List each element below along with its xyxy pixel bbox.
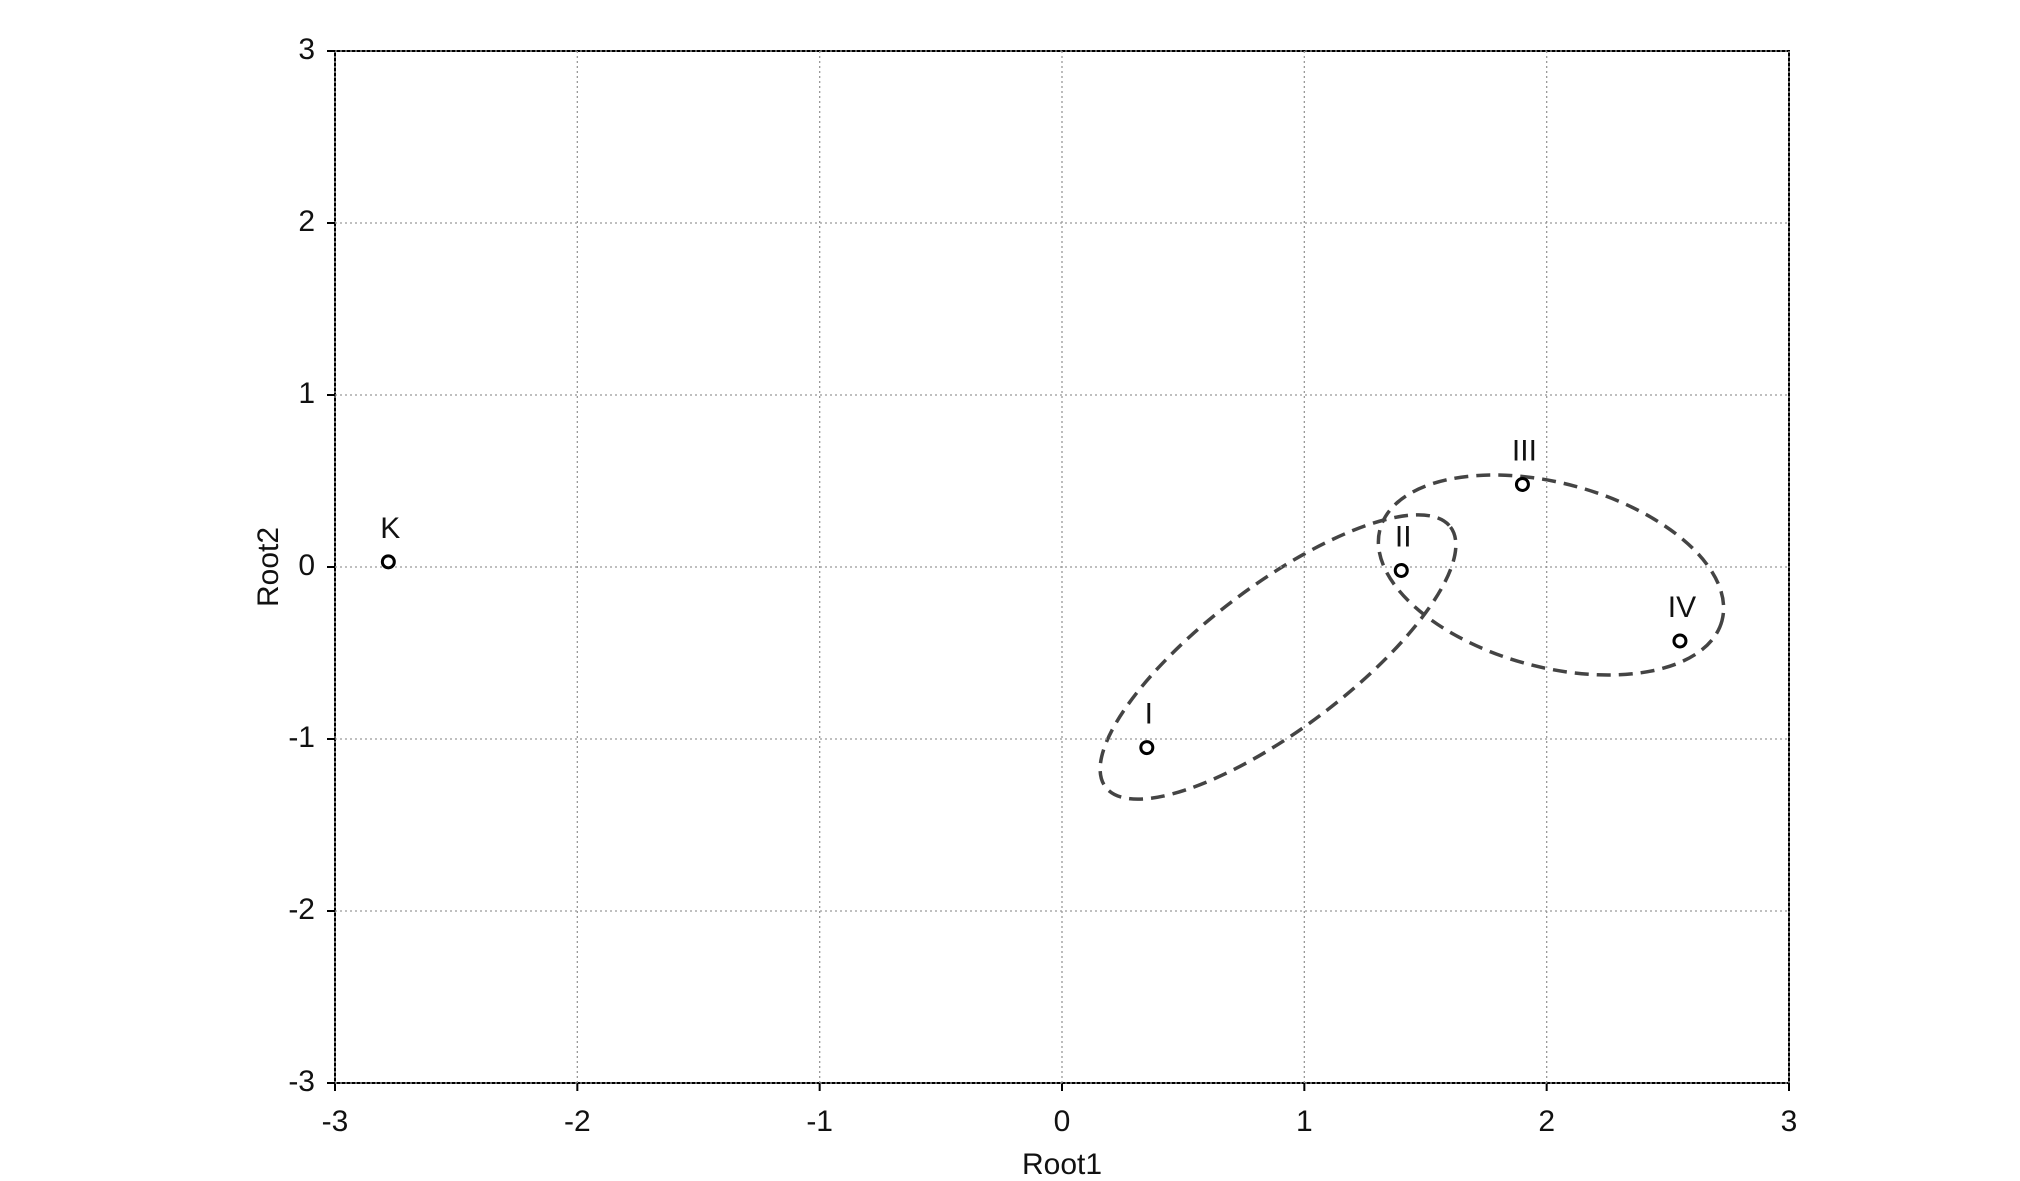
y-tick-label: 0 xyxy=(298,549,315,582)
x-tick-label: -1 xyxy=(806,1105,833,1138)
point-label: III xyxy=(1512,434,1537,467)
x-tick-label: 3 xyxy=(1781,1105,1798,1138)
x-tick-label: 0 xyxy=(1054,1105,1071,1138)
point-label: IV xyxy=(1668,591,1696,624)
point-label: I xyxy=(1145,698,1153,731)
y-axis-label: Root2 xyxy=(252,527,285,607)
point xyxy=(1393,562,1409,578)
point-label: K xyxy=(380,512,400,545)
y-tick-label: 2 xyxy=(298,205,315,238)
x-tick-label: 1 xyxy=(1296,1105,1313,1138)
x-axis-label: Root1 xyxy=(1022,1148,1102,1181)
group-ellipse xyxy=(1376,473,1726,677)
x-tick-label: 2 xyxy=(1538,1105,1555,1138)
point xyxy=(1139,740,1155,756)
y-tick-label: 1 xyxy=(298,377,315,410)
point xyxy=(1514,476,1530,492)
x-tick-label: -3 xyxy=(322,1105,349,1138)
y-tick-label: -1 xyxy=(288,721,315,754)
point-label: II xyxy=(1395,520,1412,553)
y-tick-label: 3 xyxy=(298,33,315,66)
point xyxy=(380,554,396,570)
point xyxy=(1672,633,1688,649)
y-tick-label: -3 xyxy=(288,1065,315,1098)
group-ellipse xyxy=(1098,513,1458,801)
x-tick-label: -2 xyxy=(564,1105,591,1138)
y-tick-label: -2 xyxy=(288,893,315,926)
